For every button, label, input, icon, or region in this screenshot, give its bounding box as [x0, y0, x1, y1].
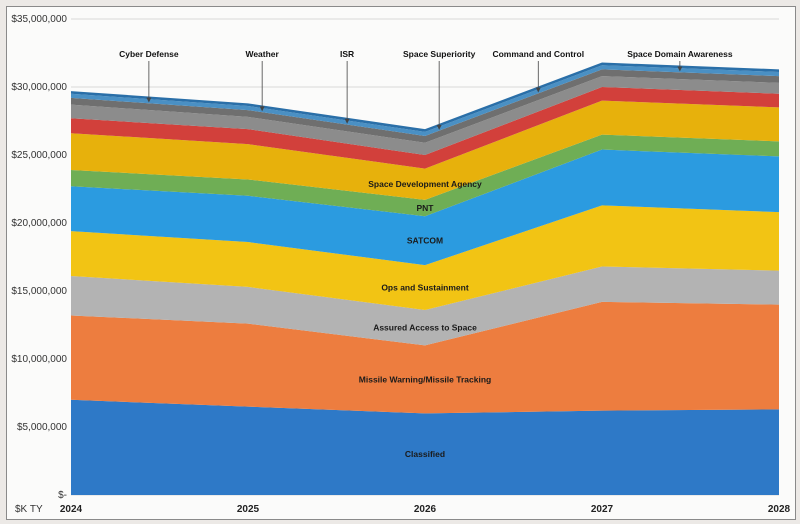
layer-label: Classified	[405, 449, 445, 459]
layer-labels: Classified Missile Warning/Missile Tracki…	[359, 179, 491, 459]
y-tick-label: $15,000,000	[11, 286, 67, 297]
chart-panel: $- $5,000,000 $10,000,000 $15,000,000 $20,00…	[6, 6, 796, 520]
area-command-and-control	[71, 76, 779, 155]
y-tick-label: $5,000,000	[17, 422, 67, 433]
y-tick-label: $30,000,000	[11, 82, 67, 93]
area-weather	[71, 65, 779, 136]
annotation-label: Space Superiority	[403, 49, 476, 59]
x-tick-label: 2027	[591, 504, 614, 515]
area-classified	[71, 399, 779, 495]
y-tick-label: $10,000,000	[11, 354, 67, 365]
area-isr	[71, 69, 779, 143]
layer-label: Space Development Agency	[368, 179, 482, 189]
annotation-label: Space Domain Awareness	[627, 49, 733, 59]
x-tick-label: 2026	[414, 504, 437, 515]
layer-label: Ops and Sustainment	[381, 283, 469, 293]
y-tick-label: $-	[58, 490, 67, 501]
layer-label: SATCOM	[407, 236, 443, 246]
annotation-arrow-head	[535, 87, 541, 93]
area-missile-warning-missile-tracking	[71, 301, 779, 414]
area-satcom	[71, 149, 779, 266]
y-tick-label: $20,000,000	[11, 218, 67, 229]
y-axis-title: $K TY	[15, 504, 43, 515]
annotation-label: ISR	[340, 49, 354, 59]
area-layers	[71, 62, 779, 495]
x-tick-label: 2024	[60, 504, 83, 515]
y-axis: $- $5,000,000 $10,000,000 $15,000,000 $20,00…	[11, 14, 67, 501]
area-space-domain-awareness	[71, 87, 779, 169]
annotation-arrow-head	[436, 124, 442, 130]
annotation-arrow-head	[259, 106, 265, 112]
x-tick-label: 2028	[768, 504, 791, 515]
y-tick-label: $25,000,000	[11, 150, 67, 161]
annotation-label: Cyber Defense	[119, 49, 179, 59]
area-space-development-agency	[71, 100, 779, 200]
x-axis: 2024 2025 2026 2027 2028	[60, 504, 791, 515]
annotation-arrow-head	[677, 66, 683, 72]
layer-label: PNT	[417, 203, 435, 213]
layer-label: Missile Warning/Missile Tracking	[359, 374, 491, 384]
annotation-arrow-head	[344, 118, 350, 124]
annotation-label: Command and Control	[492, 49, 584, 59]
area-ops-and-sustainment	[71, 205, 779, 311]
stacked-area-chart: $- $5,000,000 $10,000,000 $15,000,000 $20,00…	[11, 14, 791, 515]
annotation-label: Weather	[245, 49, 279, 59]
y-tick-label: $35,000,000	[11, 14, 67, 25]
x-tick-label: 2025	[237, 504, 260, 515]
annotations: Cyber Defense Weather ISR Space Superiority…	[119, 49, 733, 130]
annotation-arrow-head	[146, 97, 152, 103]
area-pnt	[71, 134, 779, 217]
area-assured-access-to-space	[71, 266, 779, 346]
layer-label: Assured Access to Space	[373, 323, 477, 333]
